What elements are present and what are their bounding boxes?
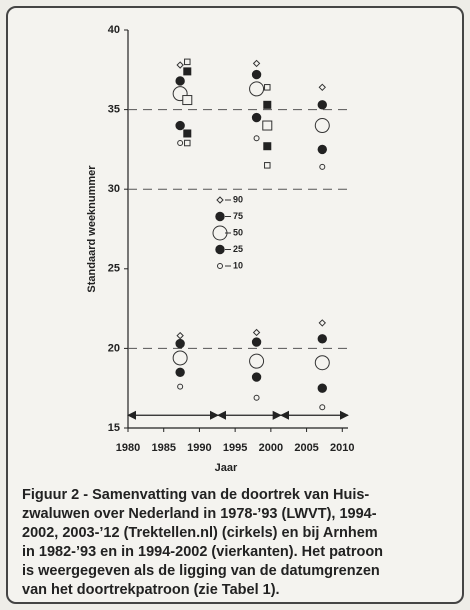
marker bbox=[172, 350, 188, 366]
marker bbox=[317, 383, 327, 393]
marker bbox=[176, 331, 184, 340]
marker bbox=[319, 404, 326, 411]
marker bbox=[175, 367, 185, 377]
marker bbox=[176, 61, 184, 69]
legend-marker bbox=[216, 196, 224, 204]
caption-line: zwaluwen over Nederland in 1978-’93 (LWV… bbox=[22, 506, 377, 522]
marker bbox=[318, 83, 326, 92]
marker bbox=[175, 120, 185, 131]
legend-marker bbox=[212, 225, 228, 241]
caption-line: 2002, 2003-’12 (Trektellen.nl) (cirkels)… bbox=[22, 525, 378, 541]
y-tick-label: 40 bbox=[108, 24, 120, 36]
legend-label: 75 bbox=[233, 211, 243, 221]
legend-label: 90 bbox=[233, 194, 243, 204]
marker bbox=[182, 95, 193, 106]
marker bbox=[264, 162, 271, 169]
marker bbox=[184, 139, 191, 147]
y-tick-label: 35 bbox=[108, 104, 120, 116]
marker bbox=[183, 129, 192, 138]
caption-line: in 1982-’93 en in 1994-2002 (vierkanten)… bbox=[22, 544, 384, 560]
marker bbox=[175, 76, 185, 86]
y-tick-label: 20 bbox=[108, 342, 120, 354]
caption: Figuur 2 - Samenvatting van de doortrek … bbox=[22, 486, 452, 600]
x-tick-label: 2005 bbox=[294, 442, 318, 454]
marker bbox=[252, 59, 261, 68]
legend-marker bbox=[215, 211, 225, 222]
marker bbox=[263, 142, 272, 151]
caption-line: van het doortrekpatroon (zie Tabel 1). bbox=[22, 582, 280, 598]
x-tick-label: 1990 bbox=[187, 442, 211, 454]
x-tick-label: 2010 bbox=[330, 442, 354, 454]
marker bbox=[175, 338, 185, 349]
marker bbox=[249, 353, 265, 369]
marker bbox=[251, 69, 262, 80]
y-axis-label: Standaard weeknummer bbox=[86, 165, 98, 293]
x-tick-label: 2000 bbox=[259, 442, 283, 454]
legend-marker bbox=[217, 263, 223, 269]
figure-frame bbox=[6, 6, 464, 604]
marker bbox=[251, 372, 262, 382]
caption-line: is weergegeven als de ligging van de dat… bbox=[22, 563, 380, 579]
x-tick-label: 1985 bbox=[151, 442, 175, 454]
marker bbox=[184, 58, 191, 66]
chart: Jaar Standaard weeknummer 15 20 25 30 35 40 19… bbox=[86, 24, 355, 474]
legend-label: 50 bbox=[233, 227, 243, 237]
marker bbox=[319, 163, 326, 170]
marker bbox=[263, 100, 272, 109]
marker bbox=[252, 328, 261, 337]
legend-marker bbox=[215, 244, 225, 255]
y-tick-label: 25 bbox=[108, 263, 120, 275]
caption-line: Figuur 2 - Samenvatting van de doortrek … bbox=[22, 487, 370, 503]
legend-label: 10 bbox=[233, 260, 243, 270]
marker bbox=[317, 334, 327, 344]
marker bbox=[314, 355, 330, 371]
marker bbox=[318, 319, 326, 327]
marker bbox=[249, 81, 265, 97]
marker bbox=[251, 337, 262, 347]
marker bbox=[314, 118, 330, 134]
x-tick-label: 1980 bbox=[116, 442, 140, 454]
marker bbox=[262, 120, 273, 131]
marker bbox=[177, 140, 184, 147]
marker bbox=[253, 394, 260, 401]
x-axis-label: Jaar bbox=[215, 462, 238, 474]
legend-label: 25 bbox=[233, 244, 243, 254]
marker bbox=[183, 67, 192, 76]
marker bbox=[251, 112, 262, 123]
marker bbox=[253, 135, 260, 142]
marker bbox=[177, 383, 184, 390]
y-tick-label: 30 bbox=[108, 183, 120, 195]
y-tick-label: 15 bbox=[108, 422, 120, 434]
x-tick-label: 1995 bbox=[223, 442, 247, 454]
marker bbox=[317, 100, 327, 110]
marker bbox=[317, 144, 327, 155]
marker bbox=[264, 84, 271, 91]
